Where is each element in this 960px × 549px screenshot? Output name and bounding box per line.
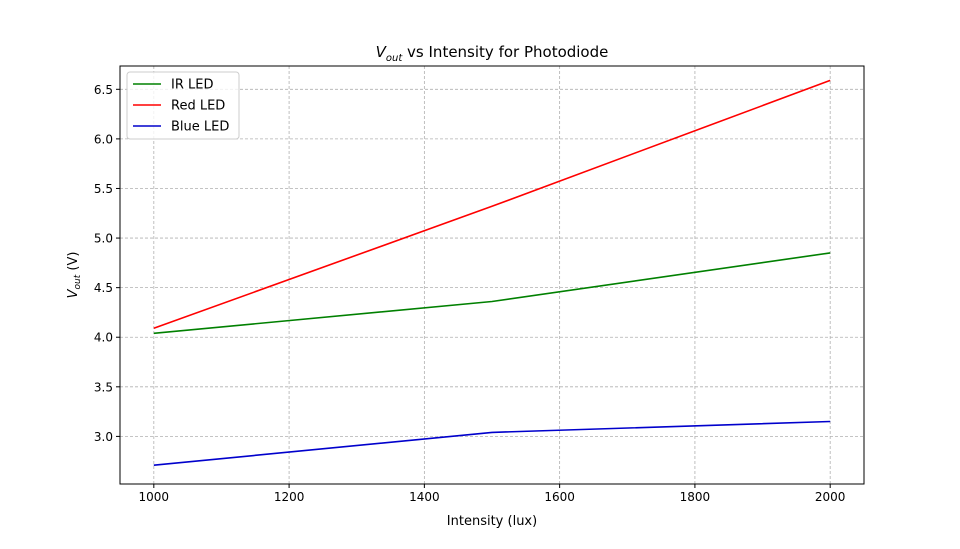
plot-area bbox=[120, 66, 864, 484]
legend-label: Red LED bbox=[171, 99, 225, 114]
x-tick-label: 2000 bbox=[815, 490, 846, 504]
y-tick-label: 5.0 bbox=[94, 232, 113, 246]
x-tick-label: 1800 bbox=[680, 490, 711, 504]
y-tick-label: 6.0 bbox=[94, 132, 113, 146]
x-axis-ticks: 1000 1200 1400 1600 1800 2000 bbox=[139, 484, 846, 504]
legend: IR LED Red LED Blue LED bbox=[126, 71, 240, 140]
series-line-blue-led bbox=[153, 420, 831, 466]
legend-label: Blue LED bbox=[171, 120, 229, 135]
x-tick-label: 1200 bbox=[274, 490, 305, 504]
series-lines bbox=[153, 79, 831, 466]
y-axis-ticks: 3.0 3.5 4.0 4.5 5.0 5.5 6.0 6.5 bbox=[94, 83, 120, 444]
y-tick-label: 3.0 bbox=[94, 430, 113, 444]
series-line-red-led bbox=[153, 79, 831, 330]
x-tick-label: 1600 bbox=[544, 490, 575, 504]
legend-label: IR LED bbox=[171, 78, 213, 93]
series-line-ir-led bbox=[153, 252, 831, 335]
grid-lines bbox=[120, 66, 864, 484]
y-tick-label: 5.5 bbox=[94, 182, 113, 196]
legend-box bbox=[126, 71, 240, 140]
x-axis-label: Intensity (lux) bbox=[447, 514, 537, 529]
axes-frame bbox=[119, 65, 865, 485]
y-tick-label: 4.5 bbox=[94, 281, 113, 295]
chart-title: Vout vs Intensity for Photodiode bbox=[376, 43, 609, 64]
y-tick-label: 4.0 bbox=[94, 331, 113, 345]
x-tick-label: 1400 bbox=[409, 490, 440, 504]
y-axis-label: Vout (V) bbox=[66, 252, 83, 299]
x-tick-label: 1000 bbox=[139, 490, 170, 504]
y-tick-label: 6.5 bbox=[94, 83, 113, 97]
y-tick-label: 3.5 bbox=[94, 380, 113, 394]
